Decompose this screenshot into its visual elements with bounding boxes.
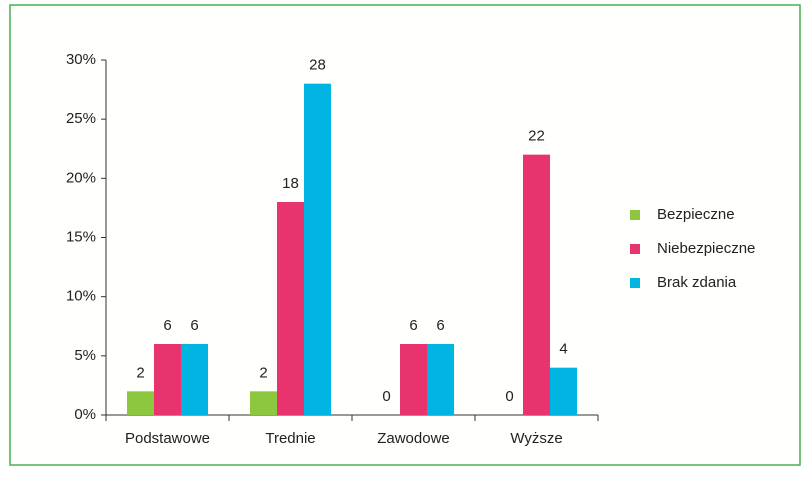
bar	[550, 367, 577, 415]
bar	[427, 344, 454, 415]
bar	[400, 344, 427, 415]
data-label: 6	[190, 317, 198, 334]
legend-label: Bezpieczne	[657, 206, 735, 223]
y-tick-label: 5%	[74, 347, 96, 364]
data-label: 6	[436, 317, 444, 334]
legend-label: Niebezpieczne	[657, 240, 755, 257]
y-tick-label: 10%	[66, 288, 96, 305]
data-label: 28	[309, 57, 326, 74]
legend-label: Brak zdania	[657, 274, 737, 291]
data-label: 6	[163, 317, 171, 334]
bar	[250, 391, 277, 415]
y-tick-label: 30%	[66, 51, 96, 68]
y-tick-label: 20%	[66, 169, 96, 186]
bar	[277, 202, 304, 415]
x-tick-label: Zawodowe	[377, 430, 450, 447]
data-label: 6	[409, 317, 417, 334]
legend-swatch	[630, 210, 640, 220]
x-tick-label: Trednie	[265, 430, 315, 447]
bar	[523, 154, 550, 415]
y-tick-label: 15%	[66, 228, 96, 245]
data-label: 18	[282, 175, 299, 192]
y-tick-label: 25%	[66, 110, 96, 127]
data-label: 2	[259, 364, 267, 381]
data-label: 2	[136, 364, 144, 381]
data-label: 22	[528, 128, 545, 145]
bar	[181, 344, 208, 415]
legend-swatch	[630, 244, 640, 254]
x-tick-label: Podstawowe	[125, 430, 210, 447]
y-tick-label: 0%	[74, 406, 96, 423]
data-label: 4	[559, 341, 567, 358]
data-label: 0	[505, 388, 513, 405]
legend-swatch	[630, 278, 640, 288]
bar	[127, 391, 154, 415]
x-tick-label: Wyższe	[510, 430, 562, 447]
bar	[154, 344, 181, 415]
bar	[304, 83, 331, 416]
data-label: 0	[382, 388, 390, 405]
